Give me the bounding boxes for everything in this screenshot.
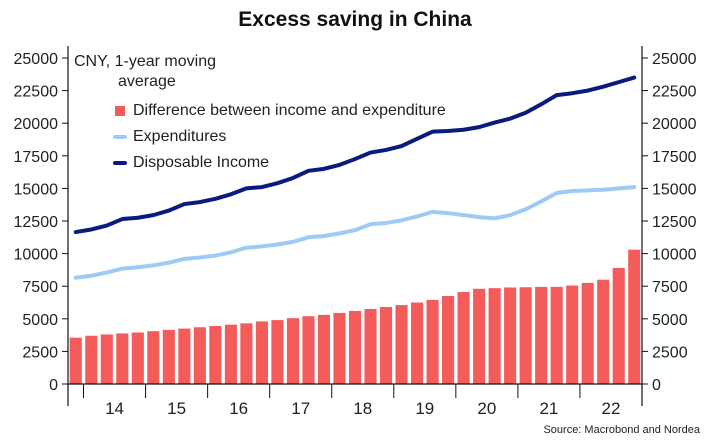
y-tick-label-left: 20000 [14,116,59,133]
y-tick-label-left: 5000 [22,312,58,329]
bar-2016Q1 [209,325,222,384]
bar-2020Q4 [504,287,517,384]
bar-2019Q2 [411,302,424,384]
x-tick-label: 21 [539,399,558,418]
legend-swatch-expenditures [113,135,127,139]
bar-series [69,249,641,384]
y-tick-label-left: 7500 [22,279,58,296]
bar-2016Q4 [255,321,268,384]
bar-2022Q3 [612,267,625,384]
y-tick-label-left: 15000 [14,181,59,198]
x-tick-label: 14 [105,399,124,418]
bar-2022Q2 [597,279,610,384]
y-tick-label-left: 10000 [14,247,59,264]
bar-2016Q2 [224,324,237,384]
bar-2019Q3 [426,299,439,384]
x-tick-label: 15 [167,399,186,418]
bar-2014Q2 [100,334,113,384]
y-tick-label-right: 12500 [652,214,697,231]
x-tick-label: 19 [415,399,434,418]
y-tick-label-right: 20000 [652,116,697,133]
y-tick-label-right: 15000 [652,181,697,198]
bar-2019Q4 [442,295,455,384]
legend-item-difference: Difference between income and expenditur… [112,98,446,124]
y-tick-label-right: 25000 [652,51,697,68]
legend: Difference between income and expenditur… [112,98,446,176]
bar-2017Q1 [271,320,284,384]
x-tick-label: 20 [477,399,496,418]
bar-2018Q2 [348,310,362,384]
legend-swatch-difference [115,106,125,116]
bar-2015Q2 [162,329,175,384]
y-tick-label-right: 0 [652,377,661,394]
source-note: Source: Macrobond and Nordea [543,424,700,436]
bar-2018Q4 [379,307,393,384]
y-tick-label-left: 0 [49,377,58,394]
y-tick-label-left: 22500 [14,84,59,101]
bar-2017Q2 [286,318,299,384]
y-tick-label-right: 22500 [652,84,697,101]
chart-title: Excess saving in China [238,8,472,31]
unit-note-line2: average [118,73,176,90]
bar-2015Q1 [147,331,160,384]
y-tick-label-right: 10000 [652,247,697,264]
bar-2014Q3 [116,333,129,384]
x-tick-label: 16 [229,399,248,418]
unit-note-line1: CNY, 1-year moving [74,53,216,70]
x-axis-ticks: 14 15 16 17 18 19 20 21 22 [83,384,621,418]
bar-2013Q4 [69,337,82,384]
y-tick-label-left: 2500 [22,344,58,361]
y-tick-label-left: 25000 [14,51,59,68]
bar-2017Q3 [302,316,315,384]
y-tick-label-left: 17500 [14,149,59,166]
bar-2020Q2 [473,288,486,384]
y-tick-label-right: 2500 [652,344,688,361]
y-axis-left-ticks: 0 2500 5000 7500 10000 12500 15000 17500 20000 22… [14,51,68,394]
bar-2021Q3 [550,286,563,384]
unit-note: CNY, 1-year moving average [74,52,254,92]
expenditures-line [73,185,637,280]
bar-2016Q3 [240,323,253,384]
legend-item-income: Disposable Income [112,150,446,176]
bar-2021Q4 [566,285,579,384]
legend-swatch-income [113,161,127,165]
bar-2014Q4 [131,332,144,384]
y-tick-label-right: 17500 [652,149,697,166]
legend-label-expenditures: Expenditures [133,128,227,145]
bar-2022Q4 [628,249,641,384]
bar-2017Q4 [317,314,331,384]
disposable-income-line [73,75,637,235]
bar-2020Q1 [457,292,470,384]
legend-label-difference: Difference between income and expenditur… [133,102,446,119]
bar-2021Q1 [519,287,532,384]
y-tick-label-right: 7500 [652,279,688,296]
legend-item-expenditures: Expenditures [112,124,446,150]
legend-label-income: Disposable Income [133,154,270,171]
x-tick-label: 22 [602,399,621,418]
bar-2022Q1 [581,282,594,384]
bar-2018Q1 [333,312,346,384]
bar-2014Q1 [85,335,98,384]
bar-2015Q3 [178,328,191,384]
bar-2019Q1 [395,305,408,384]
bar-2020Q3 [488,288,501,384]
bar-2018Q3 [364,309,377,384]
bar-2015Q4 [193,327,206,384]
y-axis-right-ticks: 0 2500 5000 7500 10000 12500 15000 17500 20000 22… [642,51,697,394]
y-tick-label-left: 12500 [14,214,59,231]
x-tick-label: 17 [291,399,310,418]
x-tick-label: 18 [353,399,372,418]
axes [67,46,643,406]
y-tick-label-right: 5000 [652,312,688,329]
bar-2021Q2 [535,286,548,384]
